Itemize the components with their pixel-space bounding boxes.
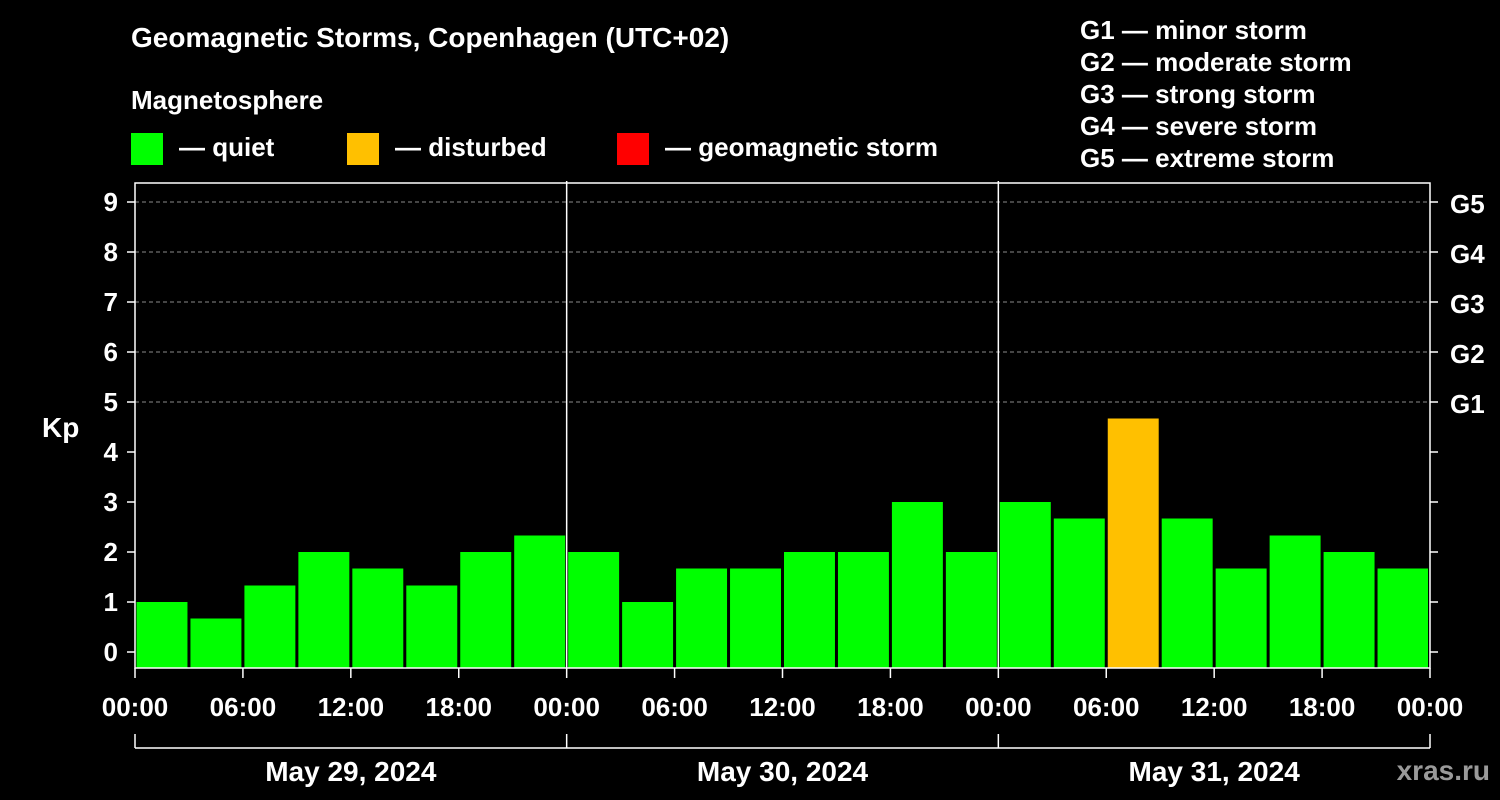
kp-bar (244, 585, 296, 668)
g-tick-label: G5 (1450, 189, 1485, 219)
x-tick-label: 00:00 (102, 692, 169, 722)
g-scale-item: G2 — moderate storm (1080, 47, 1352, 77)
x-tick-label: 06:00 (210, 692, 277, 722)
kp-bar (1377, 568, 1428, 668)
kp-bar (568, 552, 620, 668)
g-tick-label: G4 (1450, 239, 1485, 269)
x-tick-label: 00:00 (533, 692, 600, 722)
g-scale-item: G1 — minor storm (1080, 15, 1307, 45)
kp-bar (1269, 535, 1321, 668)
day-label: May 29, 2024 (265, 756, 437, 787)
kp-bar (1161, 518, 1213, 668)
y-tick-label: 4 (104, 437, 119, 467)
kp-bar (622, 602, 674, 668)
y-tick-label: 1 (104, 587, 118, 617)
y-tick-label: 8 (104, 237, 118, 267)
kp-bar (298, 552, 350, 668)
legend-label-disturbed: — disturbed (395, 132, 547, 162)
x-tick-label: 00:00 (965, 692, 1032, 722)
kp-bar (784, 552, 835, 668)
g-scale-item: G5 — extreme storm (1080, 143, 1335, 173)
y-tick-label: 2 (104, 537, 118, 567)
kp-bar (999, 502, 1051, 668)
kp-bar (1215, 568, 1267, 668)
x-tick-label: 18:00 (426, 692, 493, 722)
g-scale-item: G3 — strong storm (1080, 79, 1316, 109)
legend-swatch-storm (617, 133, 649, 165)
kp-bar (676, 568, 728, 668)
kp-bar (352, 568, 404, 668)
legend-label-quiet: — quiet (179, 132, 275, 162)
x-tick-label: 18:00 (857, 692, 924, 722)
legend-label-storm: — geomagnetic storm (665, 132, 939, 162)
kp-bar (945, 552, 997, 668)
kp-bar (460, 552, 512, 668)
kp-bar (1323, 552, 1375, 668)
kp-bar (514, 535, 566, 668)
kp-bar (136, 602, 188, 668)
day-label: May 31, 2024 (1129, 756, 1301, 787)
x-tick-label: 18:00 (1289, 692, 1356, 722)
chart-title: Geomagnetic Storms, Copenhagen (UTC+02) (131, 22, 730, 53)
legend-swatch-disturbed (347, 133, 379, 165)
day-label: May 30, 2024 (697, 756, 869, 787)
x-tick-label: 06:00 (641, 692, 708, 722)
g-tick-label: G2 (1450, 339, 1485, 369)
kp-bar (1053, 518, 1105, 668)
y-tick-label: 3 (104, 487, 118, 517)
watermark: xras.ru (1396, 755, 1490, 786)
kp-bar (891, 502, 943, 668)
kp-bar (406, 585, 458, 668)
chart-subtitle: Magnetosphere (131, 85, 324, 115)
y-tick-label: 9 (104, 187, 118, 217)
x-tick-label: 12:00 (318, 692, 385, 722)
y-tick-label: 0 (104, 637, 118, 667)
x-tick-label: 00:00 (1397, 692, 1464, 722)
g-scale-item: G4 — severe storm (1080, 111, 1318, 141)
g-tick-label: G1 (1450, 389, 1485, 419)
kp-bar (190, 618, 242, 668)
x-tick-label: 12:00 (749, 692, 816, 722)
x-tick-label: 06:00 (1073, 692, 1140, 722)
y-tick-label: 6 (104, 337, 118, 367)
kp-bar (730, 568, 781, 668)
y-tick-label: 5 (104, 387, 118, 417)
kp-bar (837, 552, 889, 668)
legend-swatch-quiet (131, 133, 163, 165)
x-tick-label: 12:00 (1181, 692, 1248, 722)
y-axis-label: Kp (42, 412, 79, 443)
y-tick-label: 7 (104, 287, 118, 317)
kp-bar (1107, 418, 1159, 668)
g-tick-label: G3 (1450, 289, 1485, 319)
g-scale-list: G1 — minor storm G2 — moderate storm G3 … (1080, 14, 1352, 174)
